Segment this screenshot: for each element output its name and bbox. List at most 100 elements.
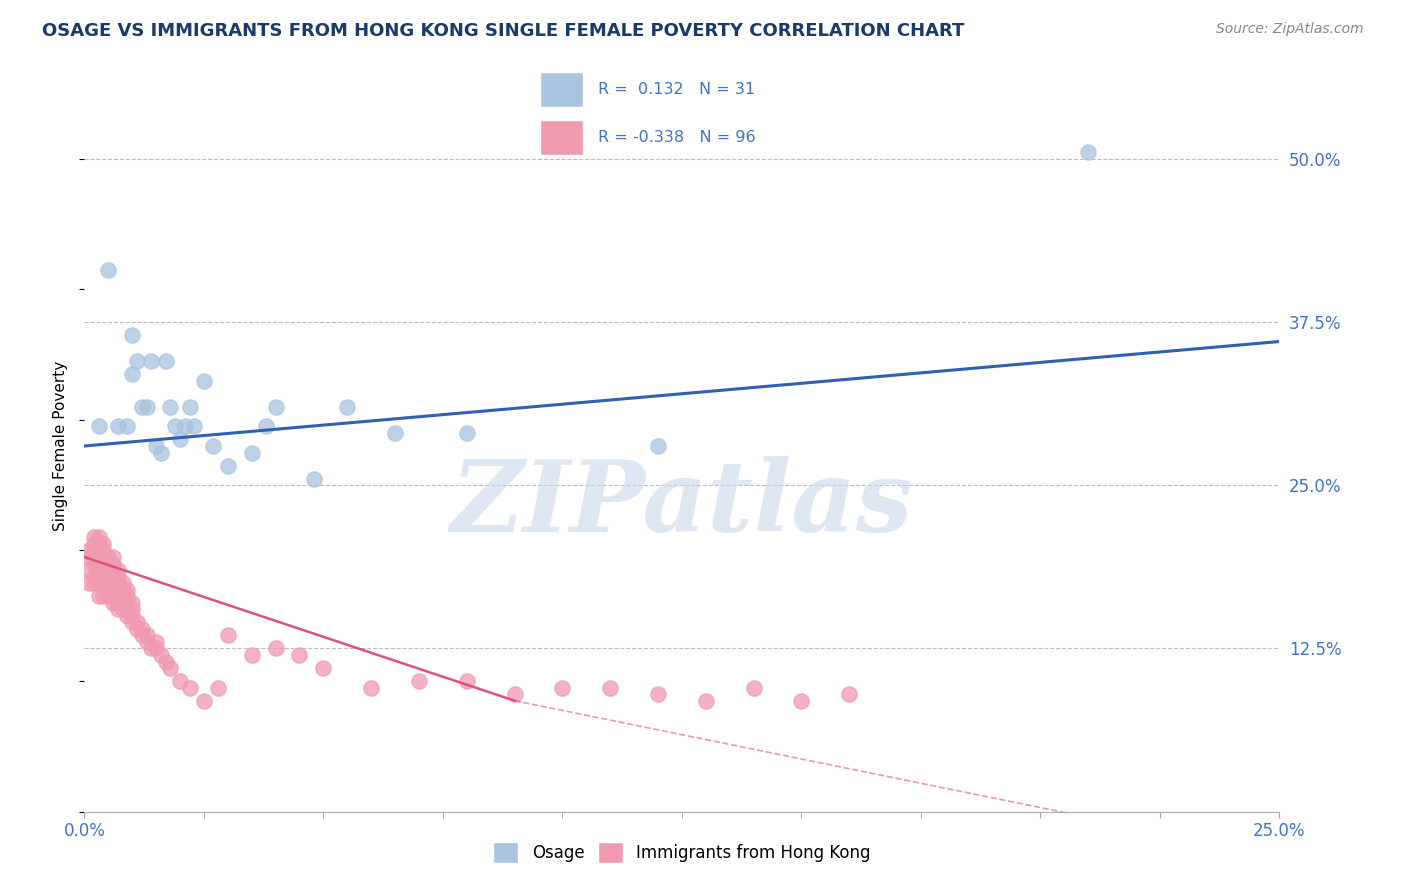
Point [87, 576, 110, 591]
Point [121, 602, 143, 616]
Point [121, 608, 143, 623]
Point [131, 622, 153, 636]
Y-axis label: Single Female Poverty: Single Female Poverty [53, 361, 69, 531]
Point [117, 419, 139, 434]
Point [83, 549, 105, 564]
Point [117, 582, 139, 597]
Text: R = -0.338   N = 96: R = -0.338 N = 96 [599, 130, 756, 145]
Point [107, 576, 129, 591]
Point [217, 458, 239, 473]
FancyBboxPatch shape [540, 120, 583, 155]
Point [169, 674, 191, 689]
Point [93, 576, 115, 591]
Point [193, 694, 215, 708]
Point [742, 681, 765, 695]
Point [87, 569, 110, 583]
Point [145, 635, 167, 649]
FancyBboxPatch shape [540, 71, 583, 106]
Point [149, 445, 172, 459]
Point [121, 328, 143, 343]
Point [117, 596, 139, 610]
Point [135, 400, 157, 414]
Point [264, 641, 287, 656]
Point [1077, 145, 1099, 160]
Point [93, 537, 115, 551]
Point [83, 543, 105, 558]
Point [83, 537, 105, 551]
Point [77, 549, 100, 564]
Point [790, 694, 813, 708]
Point [107, 602, 129, 616]
Point [107, 569, 129, 583]
Point [193, 374, 215, 388]
Point [155, 655, 177, 669]
Point [87, 543, 110, 558]
Point [87, 549, 110, 564]
Point [647, 439, 669, 453]
Point [131, 400, 153, 414]
Point [149, 648, 172, 662]
Point [101, 596, 124, 610]
Point [93, 557, 115, 571]
Point [135, 628, 157, 642]
Point [408, 674, 430, 689]
Point [838, 687, 860, 701]
Point [87, 589, 110, 603]
Point [97, 563, 120, 577]
Point [87, 530, 110, 544]
Text: ZIPatlas: ZIPatlas [451, 457, 912, 553]
Point [83, 576, 105, 591]
Point [83, 530, 105, 544]
Point [456, 425, 478, 440]
Text: Source: ZipAtlas.com: Source: ZipAtlas.com [1216, 22, 1364, 37]
Point [173, 419, 195, 434]
Point [93, 563, 115, 577]
Point [159, 661, 181, 675]
Point [117, 589, 139, 603]
Point [647, 687, 669, 701]
Point [202, 439, 225, 453]
Point [145, 641, 167, 656]
Point [97, 557, 120, 571]
Point [264, 400, 287, 414]
Point [179, 681, 201, 695]
Point [551, 681, 574, 695]
Point [125, 615, 148, 630]
Point [87, 537, 110, 551]
Point [107, 563, 129, 577]
Point [93, 589, 115, 603]
Point [93, 569, 115, 583]
Point [107, 419, 129, 434]
Point [87, 419, 110, 434]
Point [217, 628, 239, 642]
Point [141, 641, 163, 656]
Point [695, 694, 717, 708]
Point [101, 589, 124, 603]
Point [599, 681, 621, 695]
Point [141, 354, 163, 368]
Point [77, 563, 100, 577]
Point [107, 582, 129, 597]
Point [240, 648, 263, 662]
Point [101, 563, 124, 577]
Point [254, 419, 277, 434]
Point [135, 635, 157, 649]
Point [97, 569, 120, 583]
Point [93, 549, 115, 564]
Point [93, 543, 115, 558]
Point [183, 419, 205, 434]
Point [125, 622, 148, 636]
Point [336, 400, 359, 414]
Point [360, 681, 382, 695]
Point [111, 582, 134, 597]
Point [83, 569, 105, 583]
Point [107, 596, 129, 610]
Point [159, 400, 181, 414]
Point [384, 425, 406, 440]
Point [117, 608, 139, 623]
Point [77, 543, 100, 558]
Point [101, 576, 124, 591]
Point [83, 557, 105, 571]
Point [97, 549, 120, 564]
Point [312, 661, 335, 675]
